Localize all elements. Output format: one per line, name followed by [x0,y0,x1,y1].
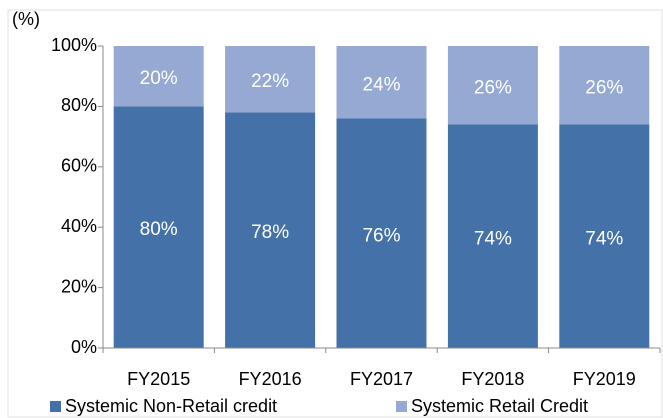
legend-swatch [50,401,61,412]
y-tick-label: 0% [71,337,97,357]
bar-segment [559,46,650,125]
x-tick-label: FY2016 [239,369,302,389]
value-label: 26% [585,77,623,98]
bar-segment [336,46,427,119]
value-label: 24% [362,74,400,95]
legend-swatch [396,401,407,412]
y-tick-label: 20% [61,276,97,296]
legend-label: Systemic Retail Credit [411,396,588,416]
value-label: 26% [474,77,512,98]
bar-segment [447,46,538,125]
y-tick-label: 80% [61,95,97,115]
bar-segment [113,46,204,107]
value-label: 22% [251,71,289,92]
chart-frame [7,9,663,418]
value-label: 74% [474,228,512,249]
bar-segment [225,46,316,113]
x-tick-label: FY2018 [461,369,524,389]
legend-label: Systemic Non-Retail credit [65,396,277,416]
value-label: 20% [140,68,178,89]
value-label: 80% [140,219,178,240]
y-tick-label: 60% [61,156,97,176]
bar-segment [225,112,316,348]
x-tick-label: FY2019 [573,369,636,389]
x-tick-label: FY2015 [127,369,190,389]
y-tick-label: 100% [51,35,97,55]
value-label: 78% [251,222,289,243]
value-label: 76% [362,225,400,246]
bar-segment [559,124,650,349]
value-label: 74% [585,228,623,249]
x-tick-label: FY2017 [350,369,413,389]
y-axis-label: (%) [12,9,40,29]
y-tick-label: 40% [61,216,97,236]
bar-segment [113,106,204,349]
bar-segment [336,118,427,348]
bar-segment [447,124,538,349]
